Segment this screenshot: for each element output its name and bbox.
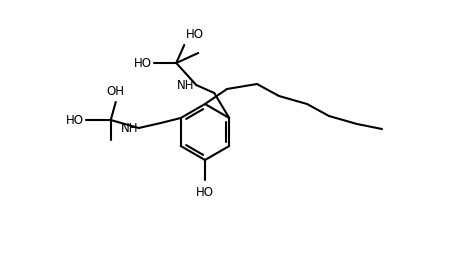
Text: NH: NH xyxy=(121,121,139,134)
Text: HO: HO xyxy=(134,56,152,69)
Text: OH: OH xyxy=(106,85,124,98)
Text: HO: HO xyxy=(186,28,204,41)
Text: HO: HO xyxy=(66,113,84,126)
Text: HO: HO xyxy=(196,186,213,199)
Text: NH: NH xyxy=(176,78,194,91)
